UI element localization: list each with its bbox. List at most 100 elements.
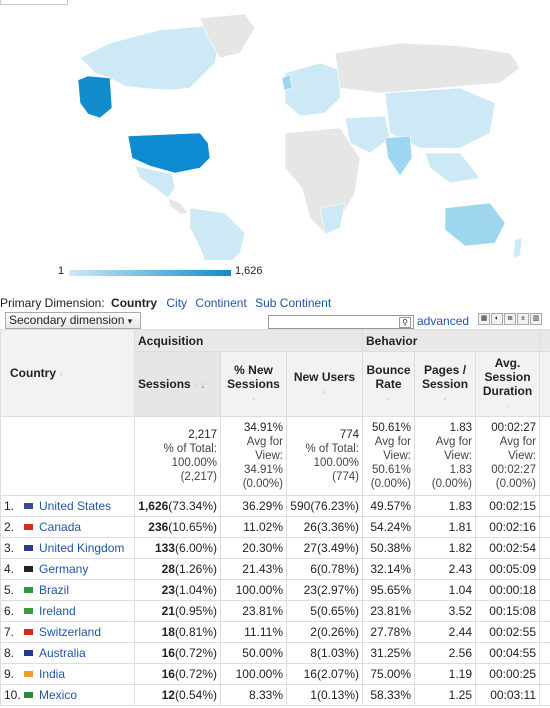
info-icon: ◦	[322, 386, 327, 397]
col-new-users[interactable]: New Users ◦	[285, 351, 364, 417]
pie-view-icon[interactable]: ◐	[491, 313, 503, 325]
compare-view-icon[interactable]: ±	[517, 313, 529, 325]
pages-session-cell: 1.04	[414, 579, 477, 601]
country-link[interactable]: Australia	[39, 646, 86, 660]
avg-duration-cell: 00:02:16	[475, 516, 541, 538]
dimension-city[interactable]: City	[166, 296, 188, 310]
search-icon[interactable]: ⚲	[399, 317, 411, 328]
avg-duration-cell: 00:04:55	[475, 642, 541, 664]
dimension-continent[interactable]: Continent	[195, 296, 247, 310]
new-sessions-cell: 21.43%	[220, 558, 287, 580]
info-icon: ◦	[386, 393, 391, 404]
legend-min: 1	[58, 265, 65, 277]
legend-gradient	[69, 270, 231, 276]
info-icon: ◦	[194, 379, 198, 390]
new-sessions-cell: 100.00%	[220, 663, 287, 685]
map-region-south-america	[189, 207, 246, 260]
country-link[interactable]: Mexico	[39, 688, 78, 702]
world-map[interactable]	[40, 8, 550, 260]
country-cell: 4. Germany	[0, 558, 135, 580]
new-users-cell: 23(2.97%)	[285, 579, 364, 601]
country-link[interactable]: Brazil	[39, 583, 70, 597]
country-cell: 8. Australia	[0, 642, 135, 664]
map-region-united-states	[127, 132, 211, 174]
data-table: Country ◦ Acquisition Behavior Sessions …	[0, 329, 550, 706]
table-row[interactable]: 6. Ireland 21(0.95%) 23.81% 5(0.65%) 23.81% 3.…	[0, 600, 550, 622]
pivot-view-icon[interactable]: ▥	[530, 313, 542, 325]
sessions-cell: 18(0.81%)	[134, 621, 221, 643]
new-users-cell: 27(3.49%)	[285, 537, 364, 559]
avg-duration-cell: 00:00:25	[475, 663, 541, 685]
total-new-users: 774% of Total: 100.00% (774)	[285, 416, 364, 496]
avg-duration-cell: 00:02:55	[475, 621, 541, 643]
country-flag-icon	[24, 608, 33, 615]
country-flag-icon	[24, 545, 33, 552]
table-row[interactable]: 10. Mexico 12(0.54%) 8.33% 1(0.13%) 58.33% 1.2…	[0, 684, 550, 706]
country-cell: 1. United States	[0, 495, 135, 517]
table-row[interactable]: 9. India 16(0.72%) 100.00% 16(2.07%) 75.00% 1.…	[0, 663, 550, 685]
pages-session-cell: 2.44	[414, 621, 477, 643]
new-users-cell: 8(1.03%)	[285, 642, 364, 664]
new-sessions-cell: 23.81%	[220, 600, 287, 622]
total-sessions: 2,217% of Total: 100.00% (2,217)	[134, 416, 221, 496]
pages-session-cell: 2.56	[414, 642, 477, 664]
col-avg-duration[interactable]: Avg. Session Duration ◦	[475, 351, 541, 417]
map-region-europe	[284, 62, 341, 117]
country-flag-icon	[24, 503, 33, 510]
table-row[interactable]: 8. Australia 16(0.72%) 50.00% 8(1.03%) 31.25%…	[0, 642, 550, 664]
new-sessions-cell: 36.29%	[220, 495, 287, 517]
country-link[interactable]: Germany	[39, 562, 89, 576]
bounce-rate-cell: 75.00%	[362, 663, 416, 685]
col-bounce-rate[interactable]: Bounce Rate ◦	[362, 351, 416, 417]
table-row[interactable]: 3. United Kingdom 133(6.00%) 20.30% 27(3.49%…	[0, 537, 550, 559]
country-link[interactable]: United Kingdom	[39, 541, 125, 555]
country-link[interactable]: Canada	[39, 520, 82, 534]
total-avg-duration: 00:02:27 Avg for View: 00:02:27 (0.00%)	[475, 416, 541, 496]
search-input[interactable]: ⚲	[268, 315, 414, 329]
table-row[interactable]: 2. Canada 236(10.65%) 11.02% 26(3.36%) 54.24%…	[0, 516, 550, 538]
pages-session-cell: 1.82	[414, 537, 477, 559]
legend-max: 1,626	[235, 265, 263, 277]
col-sessions[interactable]: Sessions ◦ ↓	[134, 351, 221, 417]
info-icon: ◦	[251, 393, 256, 404]
bounce-rate-cell: 50.38%	[362, 537, 416, 559]
dimension-sub-continent[interactable]: Sub Continent	[255, 296, 332, 310]
col-new-sessions[interactable]: % New Sessions ◦	[220, 351, 287, 417]
bounce-rate-cell: 32.14%	[362, 558, 416, 580]
map-region-united-kingdom	[281, 73, 293, 91]
secondary-dimension-label: Secondary dimension	[9, 313, 125, 327]
sessions-cell: 28(1.26%)	[134, 558, 221, 580]
primary-dimension-label: Primary Dimension:	[0, 296, 105, 310]
table-row[interactable]: 1. United States 1,626(73.34%) 36.29% 590(76…	[0, 495, 550, 517]
country-link[interactable]: India	[39, 667, 66, 681]
country-flag-icon	[24, 566, 33, 573]
avg-duration-cell: 00:05:09	[475, 558, 541, 580]
new-users-cell: 590(76.23%)	[285, 495, 364, 517]
secondary-dimension-select[interactable]: Secondary dimension ▾	[5, 312, 141, 329]
table-view-icon[interactable]: ▦	[478, 313, 490, 325]
table-row[interactable]: 5. Brazil 23(1.04%) 100.00% 23(2.97%) 95.65% 1…	[0, 579, 550, 601]
country-cell: 9. India	[0, 663, 135, 685]
group-behavior: Behavior	[362, 329, 541, 352]
table-row[interactable]: 4. Germany 28(1.26%) 21.43% 6(0.78%) 32.14% 2.…	[0, 558, 550, 580]
map-region-asia	[384, 87, 496, 149]
country-flag-icon	[24, 629, 33, 636]
col-country[interactable]: Country ◦	[0, 329, 135, 417]
country-link[interactable]: Ireland	[39, 604, 76, 618]
row-number: 4.	[4, 562, 15, 576]
new-users-cell: 2(0.26%)	[285, 621, 364, 643]
avg-duration-cell: 00:02:54	[475, 537, 541, 559]
new-sessions-cell: 50.00%	[220, 642, 287, 664]
country-link[interactable]: Switzerland	[39, 625, 102, 639]
primary-dimension-selected: Country	[111, 296, 158, 310]
advanced-link[interactable]: advanced	[417, 314, 470, 328]
bounce-rate-cell: 95.65%	[362, 579, 416, 601]
table-row[interactable]: 7. Switzerland 18(0.81%) 11.11% 2(0.26%) 27.7…	[0, 621, 550, 643]
new-users-cell: 16(2.07%)	[285, 663, 364, 685]
performance-view-icon[interactable]: ≣	[504, 313, 516, 325]
country-link[interactable]: United States	[39, 499, 112, 513]
row-number: 6.	[4, 604, 15, 618]
pages-session-cell: 1.19	[414, 663, 477, 685]
col-pages-session[interactable]: Pages / Session ◦	[414, 351, 477, 417]
country-cell: 2. Canada	[0, 516, 135, 538]
